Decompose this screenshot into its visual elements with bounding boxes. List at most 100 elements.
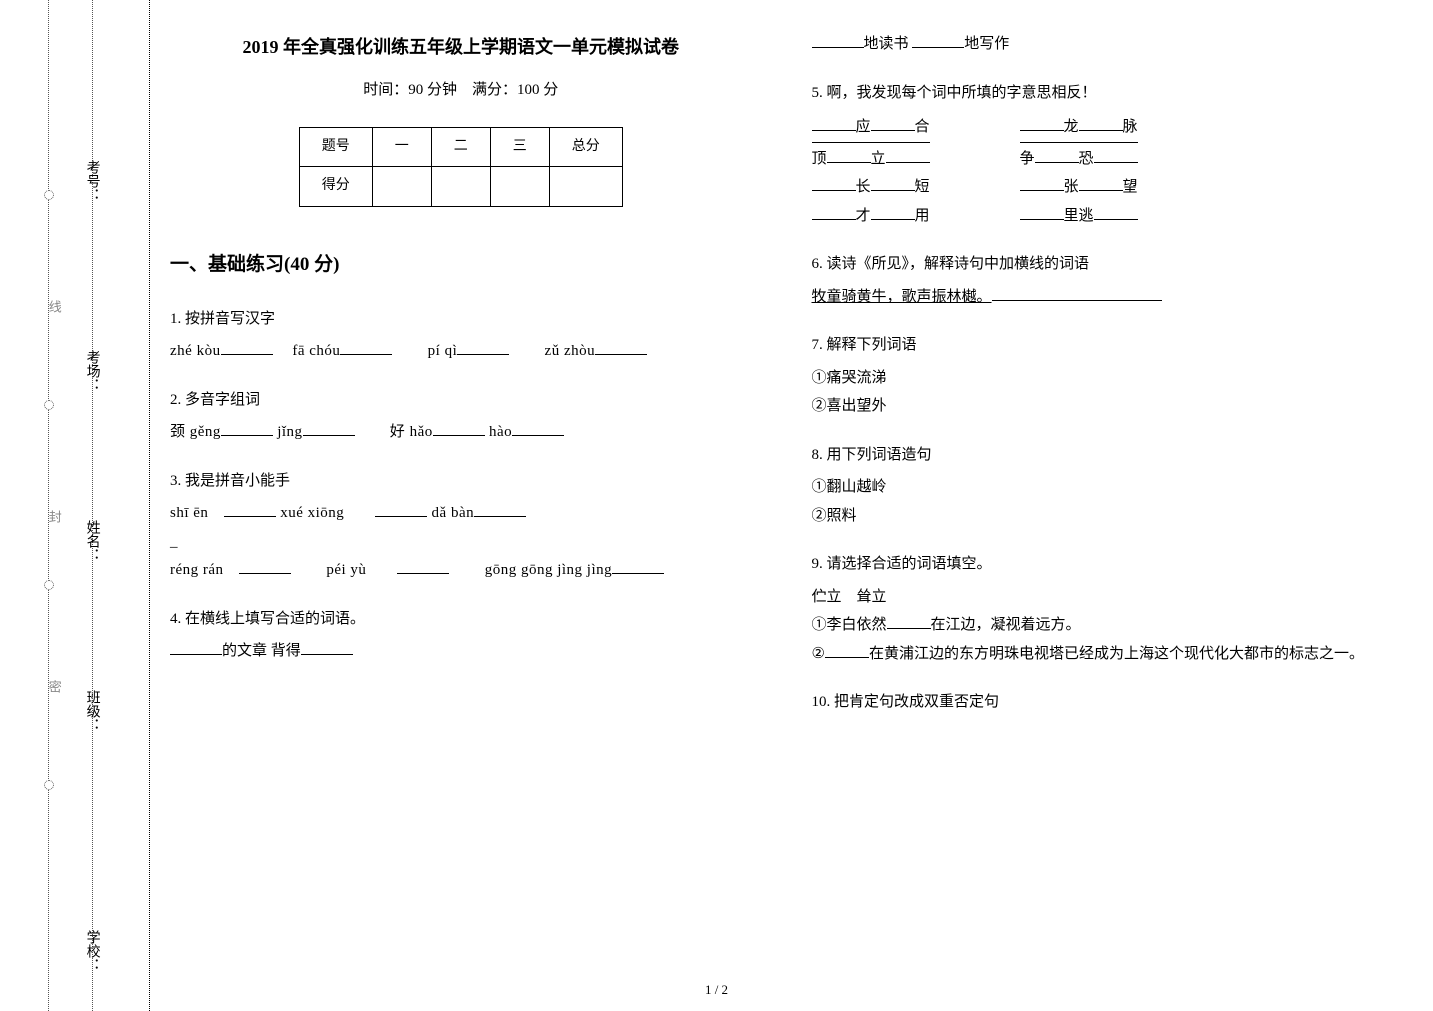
answer-blank[interactable] [457, 339, 509, 356]
field-class: 班级： [78, 690, 105, 732]
q4-text: 地写作 [964, 36, 1009, 52]
answer-blank[interactable] [1035, 146, 1079, 163]
answer-blank[interactable] [224, 501, 276, 518]
dot-circle [44, 780, 54, 790]
answer-blank[interactable] [887, 613, 931, 630]
q6-body: 牧童骑黄牛，歌声振林樾。 [812, 283, 1394, 312]
q-title: 在横线上填写合适的词语。 [185, 611, 365, 627]
answer-blank[interactable] [170, 639, 222, 656]
q2-body: 颈 gěng jǐng 好 hǎo hào [170, 418, 752, 447]
idiom-char: 顶 [812, 151, 827, 167]
answer-blank[interactable] [221, 339, 273, 356]
q-num: 5. [812, 85, 823, 101]
score-cell[interactable] [549, 167, 622, 207]
score-cell[interactable] [431, 167, 490, 207]
page-number: 1 / 2 [0, 978, 1433, 1003]
score-cell[interactable] [372, 167, 431, 207]
q-title: 多音字组词 [185, 392, 260, 408]
idiom-char: 应 [856, 119, 871, 135]
answer-blank[interactable] [871, 115, 915, 132]
answer-blank[interactable] [340, 339, 392, 356]
answer-blank[interactable] [1079, 175, 1123, 192]
term-item: ①翻山越岭 [812, 473, 1394, 502]
idiom-char: 脉 [1123, 119, 1138, 135]
q-title: 啊，我发现每个词中所填的字意思相反！ [827, 85, 1097, 101]
binding-dotline-1: 线 封 密 [48, 0, 49, 1011]
answer-blank[interactable] [221, 420, 273, 437]
question-9: 9. 请选择合适的词语填空。 伫立 耸立 ①李白依然在江边，凝视着远方。 ②在黄… [812, 550, 1394, 668]
pinyin-item: fā chóu [292, 343, 340, 359]
answer-blank[interactable] [1079, 115, 1123, 132]
answer-blank[interactable] [612, 558, 664, 575]
q-num: 4. [170, 611, 181, 627]
idiom-col-left: 应合 顶立 长短 才用 [812, 113, 930, 230]
field-school: 学校： [78, 930, 105, 972]
idiom-char: 长 [856, 179, 871, 195]
answer-blank[interactable] [512, 420, 564, 437]
term-item: ②喜出望外 [812, 392, 1394, 421]
answer-blank[interactable] [992, 284, 1162, 301]
pinyin-item: _ [170, 534, 178, 550]
q-title: 请选择合适的词语填空。 [827, 556, 992, 572]
pinyin-item: zhé kòu [170, 343, 221, 359]
q-num: 10. [812, 694, 831, 710]
seal-marker: 密 [41, 680, 66, 693]
score-cell[interactable] [490, 167, 549, 207]
answer-blank[interactable] [595, 339, 647, 356]
answer-blank[interactable] [1094, 146, 1138, 163]
answer-blank[interactable] [474, 501, 526, 518]
answer-blank[interactable] [1020, 203, 1064, 220]
answer-blank[interactable] [871, 203, 915, 220]
idiom-char: 才 [856, 208, 871, 224]
answer-blank[interactable] [812, 115, 856, 132]
term-item: ①痛哭流涕 [812, 364, 1394, 393]
column-right: 地读书 地写作 5. 啊，我发现每个词中所填的字意思相反！ 应合 顶立 长短 才… [812, 30, 1394, 981]
score-table: 题号 一 二 三 总分 得分 [299, 127, 623, 207]
idiom-char: 里逃 [1064, 208, 1094, 224]
seal-marker: 封 [41, 510, 66, 523]
answer-blank[interactable] [239, 558, 291, 575]
answer-blank[interactable] [812, 32, 864, 49]
sentence-part: 在黄浦江边的东方明珠电视塔已经成为上海这个现代化大都市的标志之一。 [869, 646, 1364, 662]
q-num: 2. [170, 392, 181, 408]
answer-blank[interactable] [825, 641, 869, 658]
answer-blank[interactable] [303, 420, 355, 437]
answer-blank[interactable] [812, 175, 856, 192]
q-num: 1. [170, 311, 181, 327]
answer-blank[interactable] [433, 420, 485, 437]
answer-blank[interactable] [301, 639, 353, 656]
page-content: 2019 年全真强化训练五年级上学期语文一单元模拟试卷 时间：90 分钟 满分：… [170, 30, 1393, 981]
answer-blank[interactable] [812, 203, 856, 220]
answer-blank[interactable] [375, 501, 427, 518]
question-5: 5. 啊，我发现每个词中所填的字意思相反！ 应合 顶立 长短 才用 龙脉 争恐 … [812, 79, 1394, 231]
answer-blank[interactable] [827, 146, 871, 163]
poly-pinyin: gěng [190, 424, 221, 440]
answer-blank[interactable] [397, 558, 449, 575]
answer-blank[interactable] [871, 175, 915, 192]
answer-blank[interactable] [886, 146, 930, 163]
answer-blank[interactable] [912, 32, 964, 49]
dot-circle [44, 400, 54, 410]
answer-blank[interactable] [1020, 115, 1064, 132]
dot-circle [44, 580, 54, 590]
q8-body: ①翻山越岭 ②照料 [812, 473, 1394, 530]
idiom-char: 合 [915, 119, 930, 135]
q-num: 8. [812, 447, 823, 463]
answer-blank[interactable] [1020, 175, 1064, 192]
pinyin-item: dǎ bàn [432, 505, 475, 521]
question-3: 3. 我是拼音小能手 shī ēn xué xiōng dǎ bàn _ rén… [170, 467, 752, 585]
column-left: 2019 年全真强化训练五年级上学期语文一单元模拟试卷 时间：90 分钟 满分：… [170, 30, 752, 981]
idiom-char: 用 [915, 208, 930, 224]
question-4: 4. 在横线上填写合适的词语。 的文章 背得 [170, 605, 752, 666]
answer-blank[interactable] [1094, 203, 1138, 220]
section-heading: 一、基础练习(40 分) [170, 247, 752, 283]
poly-char: 颈 [170, 424, 186, 440]
q4-text: 的文章 [222, 643, 267, 659]
pinyin-item: xué xiōng [280, 505, 344, 521]
q-title: 读诗《所见》，解释诗句中加横线的词语 [827, 256, 1090, 272]
q4-text: 背得 [271, 643, 301, 659]
poem-line: 牧童骑黄牛，歌声振林樾。 [812, 289, 992, 305]
q1-body: zhé kòu fā chóu pí qì zǔ zhòu [170, 337, 752, 366]
word-choices: 伫立 耸立 [812, 583, 1394, 612]
q-title: 我是拼音小能手 [185, 473, 290, 489]
